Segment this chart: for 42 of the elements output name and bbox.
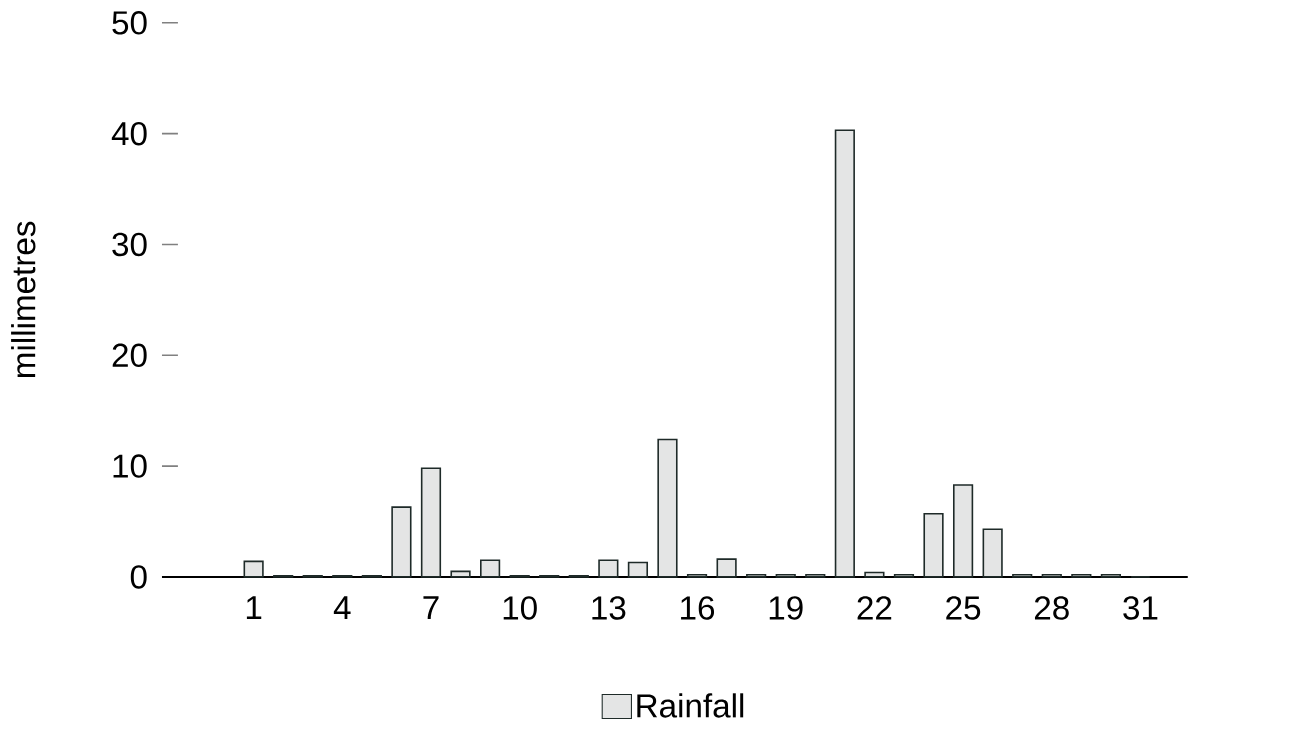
bar (450, 570, 471, 578)
bar (686, 573, 708, 578)
bar (775, 573, 796, 578)
y-axis-title: millimetres (11, 221, 36, 378)
bar (923, 512, 944, 578)
bar (1100, 573, 1121, 578)
bar (1012, 573, 1033, 578)
bar (805, 573, 826, 578)
y-tick-label: 20 (112, 343, 147, 368)
bar (746, 573, 767, 578)
bar (420, 467, 442, 578)
y-tick-label: 0 (130, 565, 147, 589)
bar (834, 129, 855, 578)
x-tick-label: 16 (681, 596, 715, 620)
x-tick-label: 7 (423, 596, 439, 620)
bar (598, 559, 619, 578)
bar (480, 559, 501, 578)
bar (1071, 573, 1092, 578)
y-tick-label: 50 (112, 11, 147, 35)
bar (391, 506, 412, 578)
bar (952, 484, 974, 578)
bar (864, 571, 885, 578)
bar (657, 438, 678, 578)
x-tick-label: 28 (1034, 596, 1069, 620)
x-tick-label: 1 (246, 596, 262, 620)
x-tick-label: 25 (946, 596, 981, 620)
x-tick-label: 13 (592, 596, 626, 620)
y-tick-label: 40 (111, 121, 147, 146)
x-tick-label: 31 (1123, 596, 1158, 620)
y-tick-label: 30 (112, 232, 147, 257)
bar (716, 558, 737, 578)
bar (243, 560, 264, 578)
x-tick-label: 10 (503, 596, 537, 620)
bar (1041, 573, 1062, 578)
x-tick-label: 4 (333, 596, 351, 620)
bar (627, 561, 649, 578)
legend-label: Rainfall (637, 693, 744, 718)
x-tick-label: 19 (769, 596, 803, 620)
bar (893, 573, 915, 578)
x-tick-label: 22 (857, 596, 892, 620)
bar (982, 528, 1003, 578)
y-tick-label: 10 (113, 454, 147, 478)
